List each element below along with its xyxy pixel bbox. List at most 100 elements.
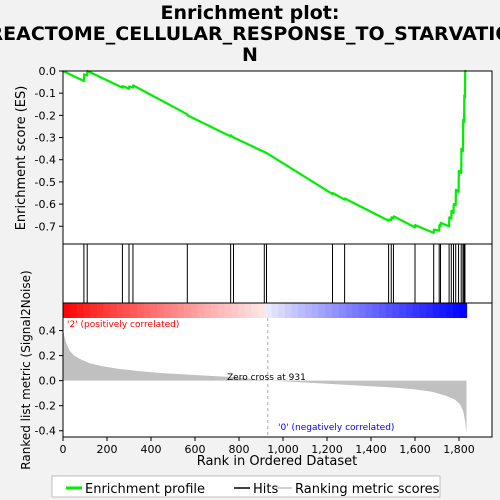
- rank-bar-segment: [365, 303, 373, 318]
- rank-bar-segment: [63, 303, 71, 318]
- rank-bar-segment: [271, 303, 279, 318]
- rank-bar-segment: [237, 303, 246, 318]
- rank-xtick-label: 600: [185, 443, 206, 456]
- rank-bar-segment: [103, 303, 111, 318]
- rank-bar-segment: [405, 303, 414, 318]
- rank-bar-segment: [177, 303, 185, 318]
- rank-bar-segment: [197, 303, 205, 318]
- rank-bar-segment: [278, 303, 286, 318]
- rank-bar-segment: [432, 303, 441, 318]
- rank-bar-segment: [184, 303, 192, 318]
- rank-bar-segment: [331, 303, 340, 318]
- plot-frame: [62, 70, 493, 438]
- rank-bar-segment: [231, 303, 239, 318]
- rank-bar-segment: [190, 303, 199, 318]
- rank-bar-segment: [412, 303, 421, 318]
- legend: Enrichment profile Hits Ranking metric s…: [51, 475, 441, 498]
- rank-bar-segment: [345, 303, 353, 318]
- rank-xtick-label: 200: [97, 443, 118, 456]
- rank-bar-segment: [338, 303, 347, 318]
- rank-bar-segment: [150, 303, 158, 318]
- rank-ytick-label: 0.4: [39, 325, 57, 338]
- es-ytick-label: 0.0: [39, 65, 57, 78]
- es-ylabel: Enrichment score (ES): [14, 86, 29, 231]
- rank-bar-segment: [325, 303, 333, 318]
- rank-bar-segment: [311, 303, 320, 318]
- es-ytick-label: -0.1: [35, 87, 56, 100]
- rank-xtick-label: 0: [60, 443, 67, 456]
- enrichment-profile-line: [62, 69, 467, 234]
- rank-bar-segment: [392, 303, 400, 318]
- rank-bar-segment: [244, 303, 252, 318]
- rank-bar-segment: [399, 303, 407, 318]
- rank-bar-segment: [459, 303, 468, 318]
- rank-bar-segment: [69, 303, 78, 318]
- rank-xtick-label: 1,000: [267, 443, 299, 456]
- rank-ylabel: Ranked list metric (Signal2Noise): [19, 270, 33, 469]
- rank-xtick-label: 1,800: [443, 443, 475, 456]
- rank-bar-segment: [439, 303, 447, 318]
- title-line-1: Enrichment plot:: [161, 2, 340, 24]
- es-ytick-label: -0.5: [35, 176, 56, 189]
- rank-xtick-label: 1,400: [355, 443, 387, 456]
- rank-xtick-label: 400: [141, 443, 162, 456]
- rank-bar-segment: [136, 303, 145, 318]
- legend-metric-label: Ranking metric scores: [295, 482, 440, 497]
- ranking-metric-area: [63, 328, 467, 434]
- zero-cross-label: Zero cross at 931: [227, 373, 306, 383]
- rank-ytick-label: 0.2: [39, 350, 57, 363]
- rank-bar-segment: [143, 303, 152, 318]
- title-line-3: N: [242, 44, 258, 66]
- es-ytick-label: -0.6: [35, 198, 56, 211]
- rank-xlabel: Rank in Ordered Dataset: [197, 454, 358, 469]
- rank-bar-segment: [298, 303, 306, 318]
- rank-xtick-label: 800: [229, 443, 250, 456]
- legend-enrichment-label: Enrichment profile: [85, 482, 205, 497]
- rank-bar-segment: [258, 303, 266, 318]
- rank-xtick-label: 1,200: [311, 443, 343, 456]
- es-ytick-label: -0.3: [35, 132, 56, 145]
- rank-bar-segment: [217, 303, 225, 318]
- rank-ytick-label: 0.0: [39, 375, 57, 388]
- rank-bar-segment: [446, 303, 454, 318]
- rank-bar-segment: [358, 303, 367, 318]
- rank-metric-panel: 0.4 0.2 0.0 -0.2 -0.4 0 200 400 600 800 1,000 1,200…: [35, 318, 475, 456]
- rank-bar-segment: [264, 303, 273, 318]
- rank-bar-segment: [284, 303, 293, 318]
- rank-bar-segment: [130, 303, 138, 318]
- rank-bar-segment: [96, 303, 104, 318]
- title-line-2: REACTOME_CELLULAR_RESPONSE_TO_STARVATIO: [0, 23, 500, 45]
- legend-hits-label: Hits: [253, 482, 278, 497]
- rank-bar-segment: [116, 303, 125, 318]
- rank-bar-segment: [210, 303, 219, 318]
- negative-correlation-label: '0' (negatively correlated): [278, 423, 394, 433]
- rank-bar-segment: [110, 303, 118, 318]
- rank-bar-segment: [204, 303, 212, 318]
- rank-bar-segment: [419, 303, 427, 318]
- hits-panel: [83, 244, 466, 303]
- legend-box: [51, 475, 441, 498]
- rank-color-bar: [63, 303, 468, 318]
- rank-bar-segment: [426, 303, 434, 318]
- rank-bar-segment: [352, 303, 360, 318]
- rank-bar-segment: [89, 303, 98, 318]
- positive-correlation-label: '2' (positively correlated): [67, 320, 179, 330]
- es-panel: 0.0 -0.1 -0.2 -0.3 -0.4 -0.5 -0.6 -0.7: [35, 65, 467, 234]
- rank-bar-segment: [170, 303, 178, 318]
- es-ytick-label: -0.4: [35, 154, 56, 167]
- rank-bar-segment: [76, 303, 84, 318]
- rank-bar-segment: [318, 303, 326, 318]
- rank-bar-segment: [157, 303, 165, 318]
- es-ytick-label: -0.7: [35, 220, 56, 233]
- rank-bar-segment: [224, 303, 232, 318]
- rank-bar-segment: [453, 303, 461, 318]
- rank-bar-segment: [251, 303, 259, 318]
- rank-bar-segment: [83, 303, 91, 318]
- rank-ytick-label: -0.2: [35, 400, 56, 413]
- rank-bar-segment: [379, 303, 387, 318]
- rank-bar-segment: [385, 303, 394, 318]
- rank-bar-segment: [305, 303, 313, 318]
- rank-bar-segment: [372, 303, 380, 318]
- rank-bar-segment: [163, 303, 172, 318]
